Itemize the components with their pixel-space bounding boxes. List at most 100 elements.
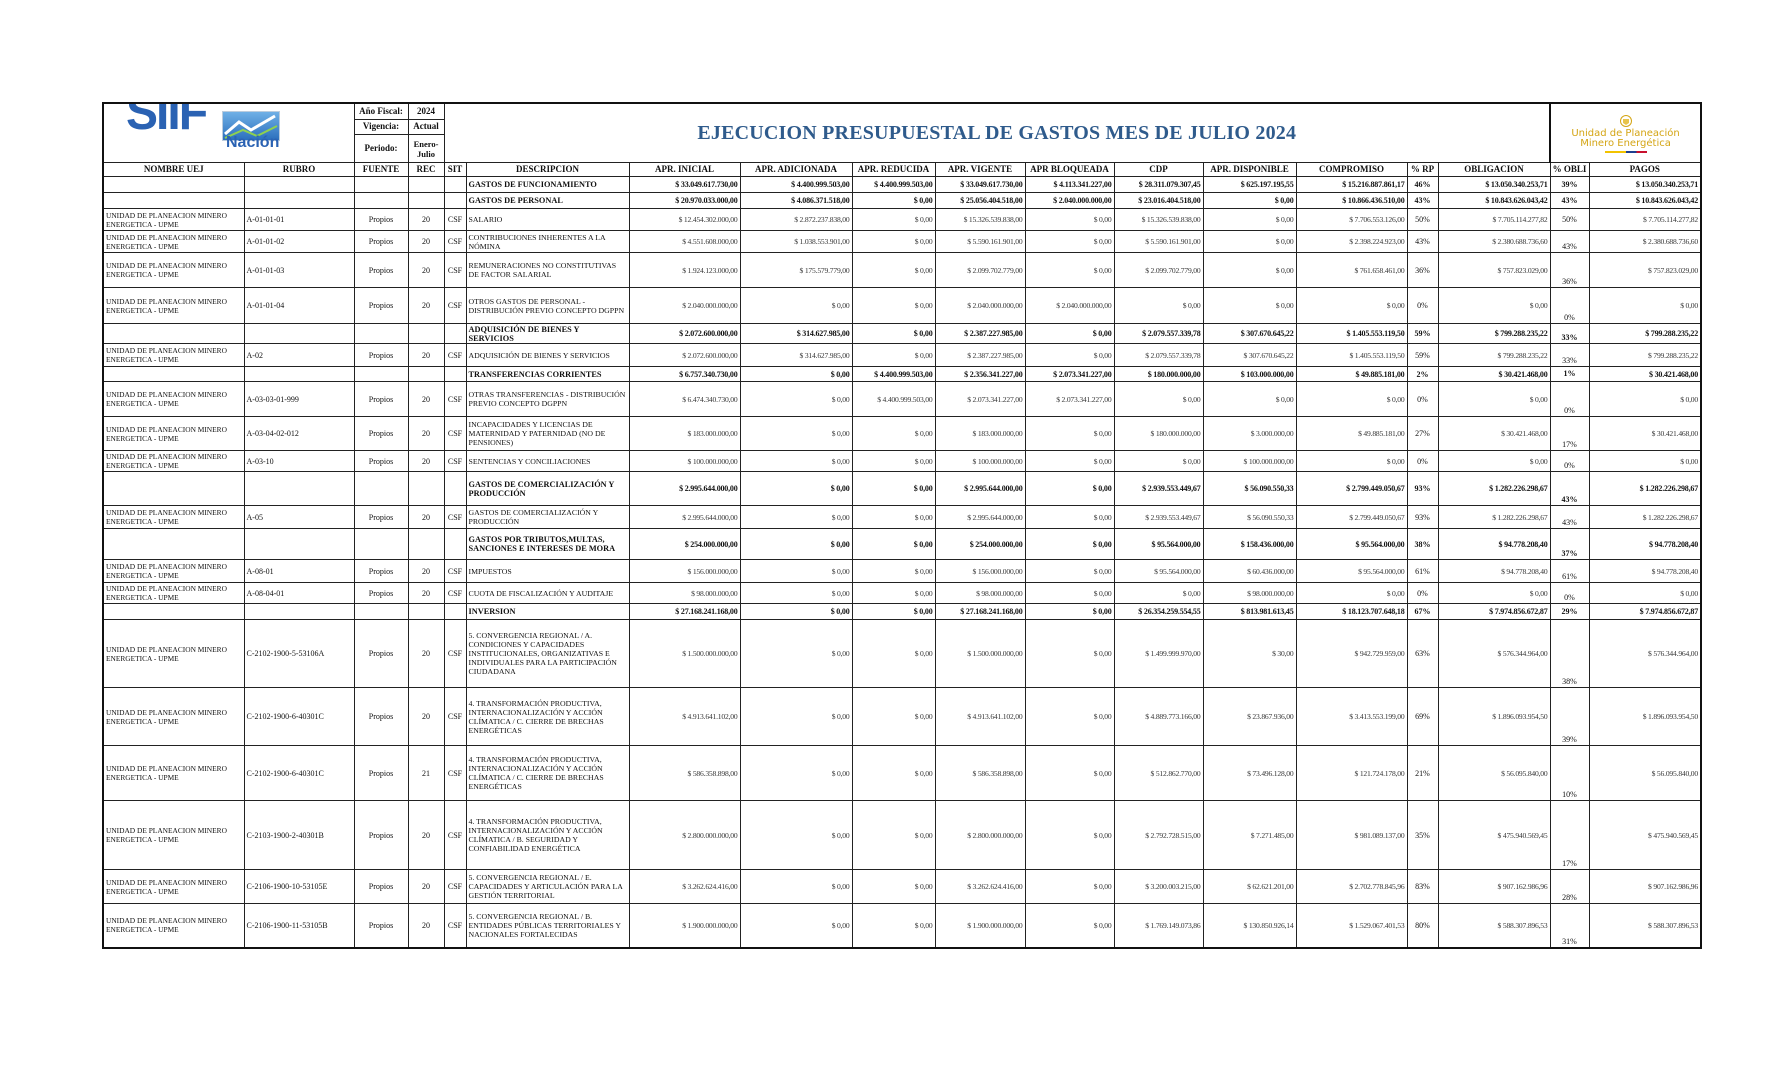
report-title: EJECUCION PRESUPUESTAL DE GASTOS MES DE …: [443, 102, 1552, 163]
column-header-apr-bloqueada: APR BLOQUEADA: [1024, 162, 1115, 177]
budget-execution-table: SIIF Nación Año Fiscal: 2024 EJECUCION P…: [102, 102, 1703, 949]
cell-pct-rp: 38%: [1406, 528, 1439, 560]
cell-pagos: $ 757.823.029,00: [1588, 252, 1702, 288]
cell-apr-adicionada: $ 0,00: [739, 381, 853, 417]
cell-apr-reducida: $ 0,00: [851, 287, 936, 324]
upme-logo-line2: Minero Energética: [1580, 137, 1671, 149]
cell-cdp: $ 2.079.557.339,78: [1113, 343, 1204, 367]
cell-apr-reducida: $ 0,00: [851, 869, 936, 904]
cell-apr-adicionada: $ 2.872.237.838,00: [739, 208, 853, 231]
cell-descripcion: ADQUISICIÓN DE BIENES Y SERVICIOS: [465, 343, 630, 367]
cell-pagos: $ 907.162.986,96: [1588, 869, 1702, 904]
cell-apr-bloqueada: $ 0,00: [1024, 252, 1115, 288]
cell-rubro: A-03-10: [243, 450, 355, 472]
cell-pagos: $ 94.778.208,40: [1588, 559, 1702, 583]
cell-descripcion: CUOTA DE FISCALIZACIÓN Y AUDITAJE: [465, 582, 630, 604]
cell-fuente: Propios: [353, 230, 409, 253]
cell-rubro: A-05: [243, 505, 355, 529]
cell-compromiso: $ 0,00: [1295, 381, 1408, 417]
cell-pct-obli: 0%: [1549, 450, 1590, 472]
cell-rec: 20: [407, 505, 445, 529]
cell-obligacion: $ 1.282.226.298,67: [1437, 471, 1551, 506]
cell-apr-adicionada: $ 0,00: [739, 800, 853, 870]
cell-sit: CSF: [443, 800, 467, 870]
cell-apr-vigente: $ 98.000.000,00: [934, 582, 1026, 604]
cell-nombre-uej: [102, 471, 245, 506]
cell-apr-inicial: $ 33.049.617.730,00: [628, 176, 741, 193]
cell-compromiso: $ 1.405.553.119,50: [1295, 343, 1408, 367]
cell-fuente: Propios: [353, 559, 409, 583]
table-row: UNIDAD DE PLANEACION MINERO ENERGETICA -…: [102, 745, 1702, 801]
cell-pagos: $ 94.778.208,40: [1588, 528, 1702, 560]
cell-cdp: $ 2.939.553.449,67: [1113, 505, 1204, 529]
cell-pct-rp: 0%: [1406, 287, 1439, 324]
table-row: UNIDAD DE PLANEACION MINERO ENERGETICA -…: [102, 381, 1702, 417]
cell-apr-bloqueada: $ 0,00: [1024, 343, 1115, 367]
cell-rubro: A-01-01-02: [243, 230, 355, 253]
cell-compromiso: $ 0,00: [1295, 582, 1408, 604]
cell-obligacion: $ 799.288.235,22: [1437, 323, 1551, 344]
cell-nombre-uej: [102, 323, 245, 344]
coat-of-arms-icon: [1619, 114, 1632, 127]
cell-pct-obli: 17%: [1549, 416, 1590, 451]
cell-pagos: $ 1.896.093.954,50: [1588, 687, 1702, 746]
cell-apr-disponible: $ 100.000.000,00: [1202, 450, 1297, 472]
cell-rubro: [243, 471, 355, 506]
cell-pagos: $ 0,00: [1588, 450, 1702, 472]
cell-obligacion: $ 7.705.114.277,82: [1437, 208, 1551, 231]
cell-obligacion: $ 13.050.340.253,71: [1437, 176, 1551, 193]
cell-apr-bloqueada: $ 0,00: [1024, 903, 1115, 948]
cell-rec: 20: [407, 208, 445, 231]
cell-rec: 20: [407, 252, 445, 288]
cell-rec: 20: [407, 416, 445, 451]
cell-obligacion: $ 799.288.235,22: [1437, 343, 1551, 367]
cell-sit: [443, 176, 467, 193]
column-header-descripcion: DESCRIPCION: [465, 162, 630, 177]
cell-apr-bloqueada: $ 0,00: [1024, 559, 1115, 583]
cell-pagos: $ 2.380.688.736,60: [1588, 230, 1702, 253]
cell-nombre-uej: [102, 192, 245, 209]
cell-pct-rp: 36%: [1406, 252, 1439, 288]
cell-apr-bloqueada: $ 0,00: [1024, 582, 1115, 604]
cell-fuente: [353, 603, 409, 620]
cell-rec: 20: [407, 343, 445, 367]
cell-apr-reducida: $ 0,00: [851, 603, 936, 620]
table-row: UNIDAD DE PLANEACION MINERO ENERGETICA -…: [102, 230, 1702, 253]
cell-obligacion: $ 10.843.626.043,42: [1437, 192, 1551, 209]
cell-obligacion: $ 56.095.840,00: [1437, 745, 1551, 801]
cell-apr-inicial: $ 254.000.000,00: [628, 528, 741, 560]
cell-pagos: $ 588.307.896,53: [1588, 903, 1702, 948]
cell-apr-reducida: $ 0,00: [851, 208, 936, 231]
cell-pct-rp: 69%: [1406, 687, 1439, 746]
cell-pct-obli: 33%: [1549, 343, 1590, 367]
cell-rec: 20: [407, 582, 445, 604]
cell-nombre-uej: UNIDAD DE PLANEACION MINERO ENERGETICA -…: [102, 252, 245, 288]
cell-descripcion: 5. CONVERGENCIA REGIONAL / E. CAPACIDADE…: [465, 869, 630, 904]
cell-apr-reducida: $ 0,00: [851, 800, 936, 870]
cell-sit: CSF: [443, 559, 467, 583]
subtotal-row: TRANSFERENCIAS CORRIENTES $ 6.757.340.730…: [102, 366, 1702, 382]
cell-descripcion: CONTRIBUCIONES INHERENTES A LA NÓMINA: [465, 230, 630, 253]
cell-apr-disponible: $ 158.436.000,00: [1202, 528, 1297, 560]
cell-rubro: [243, 366, 355, 382]
cell-pct-obli: 39%: [1549, 687, 1590, 746]
cell-pct-obli: 43%: [1549, 192, 1590, 209]
cell-rec: 20: [407, 869, 445, 904]
cell-rubro: [243, 176, 355, 193]
cell-apr-bloqueada: $ 0,00: [1024, 800, 1115, 870]
cell-rubro: A-01-01-01: [243, 208, 355, 231]
cell-nombre-uej: UNIDAD DE PLANEACION MINERO ENERGETICA -…: [102, 687, 245, 746]
cell-fuente: [353, 471, 409, 506]
cell-rubro: A-01-01-03: [243, 252, 355, 288]
cell-rec: 20: [407, 559, 445, 583]
cell-cdp: $ 0,00: [1113, 381, 1204, 417]
cell-rec: 20: [407, 903, 445, 948]
cell-apr-disponible: $ 56.090.550,33: [1202, 505, 1297, 529]
table-row: UNIDAD DE PLANEACION MINERO ENERGETICA -…: [102, 416, 1702, 451]
column-header-apr-adicionada: APR. ADICIONADA: [739, 162, 853, 177]
cell-apr-vigente: $ 2.099.702.779,00: [934, 252, 1026, 288]
cell-rec: 20: [407, 287, 445, 324]
cell-apr-bloqueada: $ 0,00: [1024, 619, 1115, 688]
cell-compromiso: $ 95.564.000,00: [1295, 528, 1408, 560]
table-row: UNIDAD DE PLANEACION MINERO ENERGETICA -…: [102, 800, 1702, 870]
